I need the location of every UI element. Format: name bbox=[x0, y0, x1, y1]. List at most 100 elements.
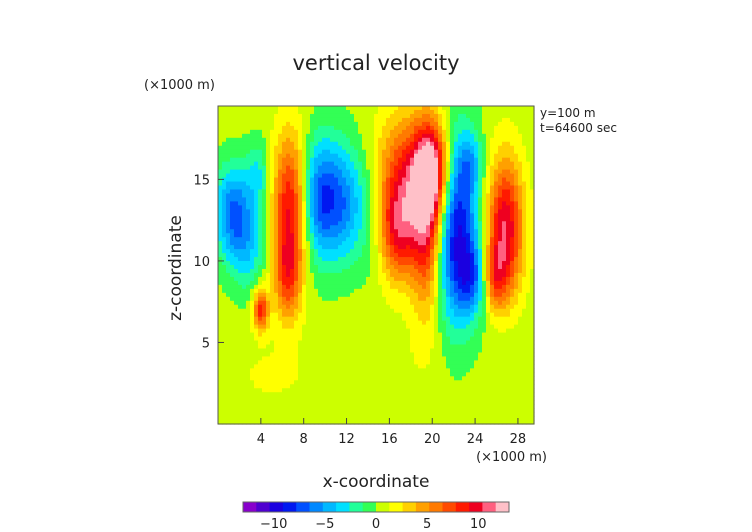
annotation-y: y=100 m bbox=[540, 106, 596, 120]
heatmap-cell bbox=[322, 308, 327, 314]
heatmap-cell bbox=[458, 292, 463, 298]
heatmap-cell bbox=[446, 249, 451, 254]
heatmap-cell bbox=[242, 356, 247, 362]
heatmap-cell bbox=[410, 304, 415, 310]
heatmap-cell bbox=[274, 292, 279, 298]
heatmap-cell bbox=[398, 189, 403, 195]
heatmap-cell bbox=[290, 173, 295, 179]
heatmap-cell bbox=[402, 249, 407, 254]
heatmap-cell bbox=[310, 209, 315, 214]
heatmap-cell bbox=[454, 209, 459, 214]
heatmap-cell bbox=[342, 312, 347, 318]
heatmap-cell bbox=[270, 400, 275, 405]
heatmap-cell bbox=[222, 396, 227, 401]
heatmap-cell bbox=[258, 396, 263, 401]
heatmap-cell bbox=[338, 348, 343, 354]
heatmap-cell bbox=[274, 261, 279, 266]
heatmap-cell bbox=[446, 364, 451, 369]
heatmap-cell bbox=[222, 197, 227, 203]
heatmap-cell bbox=[354, 372, 359, 377]
heatmap-cell bbox=[466, 165, 471, 171]
heatmap-cell bbox=[454, 197, 459, 203]
heatmap-cell bbox=[258, 336, 263, 342]
heatmap-cell bbox=[462, 288, 467, 294]
heatmap-cell bbox=[270, 332, 275, 338]
heatmap-cell bbox=[322, 197, 327, 203]
heatmap-cell bbox=[350, 292, 355, 298]
heatmap-cell bbox=[390, 177, 395, 183]
heatmap-cell bbox=[278, 209, 283, 214]
heatmap-cell bbox=[274, 372, 279, 377]
heatmap-cell bbox=[306, 153, 311, 159]
heatmap-cell bbox=[446, 284, 451, 290]
heatmap-cell bbox=[298, 173, 303, 179]
heatmap-cell bbox=[290, 416, 295, 421]
heatmap-cell bbox=[290, 237, 295, 242]
heatmap-cell bbox=[290, 169, 295, 175]
heatmap-cell bbox=[226, 396, 231, 401]
heatmap-cell bbox=[422, 328, 427, 334]
heatmap-cell bbox=[426, 380, 431, 385]
heatmap-cell bbox=[458, 221, 463, 226]
heatmap-cell bbox=[290, 181, 295, 187]
heatmap-cell bbox=[386, 280, 391, 286]
heatmap-cell bbox=[366, 404, 371, 409]
heatmap-cell bbox=[314, 145, 319, 151]
heatmap-cell bbox=[262, 384, 267, 389]
heatmap-cell bbox=[238, 288, 243, 294]
heatmap-cell bbox=[318, 221, 323, 226]
heatmap-cell bbox=[270, 412, 275, 417]
heatmap-cell bbox=[290, 161, 295, 167]
heatmap-cell bbox=[282, 392, 287, 397]
heatmap-cell bbox=[386, 185, 391, 191]
heatmap-cell bbox=[446, 253, 451, 258]
heatmap-cell bbox=[326, 133, 331, 139]
heatmap-cell bbox=[382, 396, 387, 401]
heatmap-cell bbox=[342, 141, 347, 147]
heatmap-cell bbox=[318, 404, 323, 409]
heatmap-cell bbox=[358, 261, 363, 266]
heatmap-cell bbox=[350, 189, 355, 195]
heatmap-cell bbox=[466, 106, 471, 111]
heatmap-cell bbox=[326, 217, 331, 222]
heatmap-cell bbox=[386, 348, 391, 354]
heatmap-cell bbox=[390, 145, 395, 151]
heatmap-cell bbox=[342, 213, 347, 218]
heatmap-cell bbox=[366, 372, 371, 377]
heatmap-cell bbox=[370, 209, 375, 214]
heatmap-cell bbox=[374, 296, 379, 302]
heatmap-cell bbox=[346, 209, 351, 214]
heatmap-cell bbox=[346, 372, 351, 377]
heatmap-cell bbox=[434, 109, 439, 115]
heatmap-cell bbox=[434, 416, 439, 421]
heatmap-cell bbox=[238, 201, 243, 206]
heatmap-cell bbox=[302, 340, 307, 346]
heatmap-cell bbox=[350, 177, 355, 183]
heatmap-cell bbox=[242, 312, 247, 318]
heatmap-cell bbox=[254, 292, 259, 298]
heatmap-cell bbox=[346, 352, 351, 358]
heatmap-cell bbox=[414, 265, 419, 270]
heatmap-cell bbox=[326, 245, 331, 250]
heatmap-cell bbox=[314, 245, 319, 250]
heatmap-cell bbox=[286, 312, 291, 318]
heatmap-cell bbox=[366, 189, 371, 195]
heatmap-cell bbox=[374, 241, 379, 246]
heatmap-cell bbox=[342, 404, 347, 409]
heatmap-cell bbox=[290, 348, 295, 354]
heatmap-cell bbox=[274, 109, 279, 115]
heatmap-cell bbox=[246, 412, 251, 417]
heatmap-cell bbox=[246, 292, 251, 298]
heatmap-cell bbox=[334, 249, 339, 254]
heatmap-cell bbox=[422, 149, 427, 155]
heatmap-cell bbox=[274, 348, 279, 354]
heatmap-cell bbox=[278, 296, 283, 302]
heatmap-cell bbox=[270, 257, 275, 262]
heatmap-cell bbox=[286, 225, 291, 230]
heatmap-cell bbox=[310, 284, 315, 290]
heatmap-cell bbox=[230, 129, 235, 135]
heatmap-cell bbox=[378, 209, 383, 214]
heatmap-cell bbox=[354, 364, 359, 369]
heatmap-cell bbox=[246, 237, 251, 242]
heatmap-cell bbox=[462, 300, 467, 306]
